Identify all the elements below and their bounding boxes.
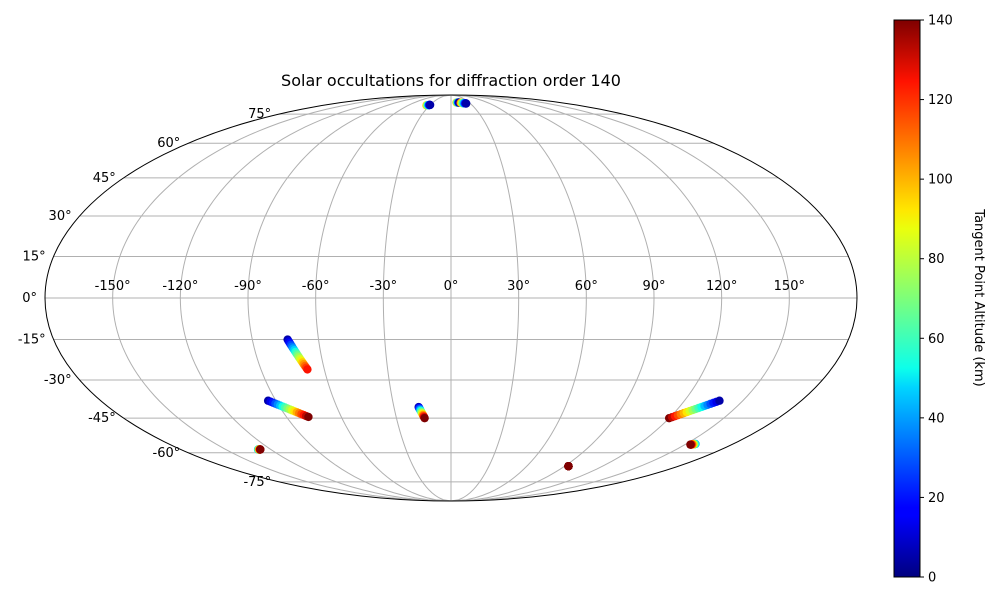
latitude-tick-labels: 75° 60° 45° 30° 15° 0° -15° -30° -45° -60° -75° [18, 107, 271, 490]
colorbar: 0 20 40 60 80 100 120 140 Tangent Point Altitud… [893, 14, 986, 586]
graticule [45, 95, 857, 501]
occultation-point [461, 99, 471, 108]
occultation-point [686, 440, 695, 449]
occultation-point [304, 412, 313, 422]
map-outline [44, 94, 858, 502]
longitude-tick-label: -30° [369, 279, 397, 294]
colorbar-tick-label: 40 [928, 411, 945, 426]
longitude-tick-label: 120° [706, 279, 737, 294]
colorbar-gradient [893, 19, 921, 578]
latitude-tick-label: -75° [243, 475, 271, 490]
latitude-tick-label: 45° [93, 171, 116, 186]
longitude-tick-label: 60° [575, 279, 598, 294]
occultation-point [420, 413, 429, 423]
colorbar-tick-label: 120 [928, 93, 953, 108]
longitude-tick-label: -150° [95, 279, 131, 294]
longitude-tick-label: -90° [234, 279, 262, 294]
chart-title: Solar occultations for diffraction order… [281, 71, 621, 90]
latitude-tick-label: 75° [248, 107, 271, 122]
longitude-tick-label: 150° [774, 279, 805, 294]
latitude-tick-label: 30° [49, 209, 72, 224]
colorbar-tick-label: 100 [928, 173, 953, 188]
colorbar-ticks: 0 20 40 60 80 100 120 140 [920, 14, 953, 586]
colorbar-tick-label: 80 [928, 252, 945, 267]
latitude-tick-label: 0° [22, 291, 37, 306]
longitude-tick-label: 0° [444, 279, 459, 294]
colorbar-tick-label: 0 [928, 571, 936, 586]
colorbar-tick-label: 140 [928, 14, 953, 29]
latitude-tick-label: -45° [88, 411, 116, 426]
latitude-tick-label: 60° [157, 136, 180, 151]
latitude-tick-label: -30° [44, 373, 72, 388]
colorbar-tick-label: 20 [928, 491, 945, 506]
latitude-tick-label: -60° [153, 446, 181, 461]
longitude-tick-label: -120° [162, 279, 198, 294]
occultation-point [303, 365, 312, 374]
longitude-tick-label: 90° [642, 279, 665, 294]
occultation-point [715, 396, 724, 405]
occultation-point [425, 100, 435, 110]
longitude-tick-label: 30° [507, 279, 530, 294]
colorbar-label: Tangent Point Altitude (km) [971, 208, 986, 386]
occultation-point [256, 445, 265, 454]
longitude-tick-label: -60° [302, 279, 330, 294]
latitude-tick-label: -15° [18, 333, 46, 348]
data-points [253, 98, 724, 471]
longitude-tick-labels: -150° -120° -90° -60° -30° 0° 30° 60° 90° 120° 150… [95, 279, 805, 294]
latitude-tick-label: 15° [23, 249, 46, 264]
occultation-point [564, 462, 573, 471]
colorbar-tick-label: 60 [928, 332, 945, 347]
